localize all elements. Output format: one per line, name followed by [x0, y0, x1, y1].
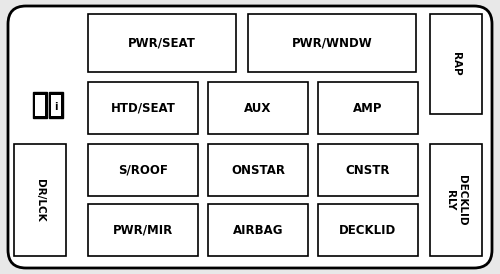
Text: DECKLID: DECKLID: [340, 224, 396, 236]
Text: CNSTR: CNSTR: [346, 164, 390, 176]
Bar: [318, 144, 418, 196]
Bar: [88, 14, 236, 72]
Text: AIRBAG: AIRBAG: [233, 224, 283, 236]
Text: HTD/SEAT: HTD/SEAT: [110, 101, 176, 115]
Text: AMP: AMP: [353, 101, 383, 115]
Bar: [49, 92, 63, 118]
Text: S/ROOF: S/ROOF: [118, 164, 168, 176]
Text: ONSTAR: ONSTAR: [231, 164, 285, 176]
Bar: [430, 144, 482, 256]
Bar: [318, 204, 418, 256]
Bar: [35, 95, 45, 116]
Text: AUX: AUX: [244, 101, 272, 115]
Text: RAP: RAP: [451, 52, 461, 76]
Bar: [88, 144, 198, 196]
Bar: [248, 14, 416, 72]
Bar: [208, 144, 308, 196]
FancyBboxPatch shape: [8, 6, 492, 268]
Text: i: i: [54, 102, 58, 112]
Bar: [430, 14, 482, 114]
Bar: [88, 204, 198, 256]
Text: DR/LCK: DR/LCK: [35, 179, 45, 221]
Text: PWR/MIR: PWR/MIR: [113, 224, 173, 236]
Text: PWR/WNDW: PWR/WNDW: [292, 36, 372, 50]
Bar: [88, 82, 198, 134]
Text: PWR/SEAT: PWR/SEAT: [128, 36, 196, 50]
Bar: [14, 144, 66, 256]
Text: DECKLID
RLY: DECKLID RLY: [445, 175, 467, 225]
Bar: [318, 82, 418, 134]
Bar: [208, 82, 308, 134]
Bar: [33, 92, 47, 118]
Bar: [208, 204, 308, 256]
Bar: [51, 95, 61, 116]
